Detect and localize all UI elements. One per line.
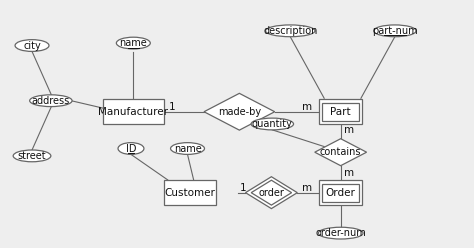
Ellipse shape	[265, 25, 315, 37]
Text: 1: 1	[169, 102, 175, 112]
Ellipse shape	[118, 143, 144, 155]
Text: street: street	[18, 151, 46, 161]
Text: m: m	[344, 168, 354, 178]
Text: ID: ID	[126, 144, 136, 154]
Ellipse shape	[251, 118, 293, 130]
Ellipse shape	[13, 150, 51, 162]
Polygon shape	[204, 93, 275, 130]
Text: m: m	[301, 183, 312, 193]
Text: order: order	[258, 188, 284, 198]
Ellipse shape	[374, 25, 416, 37]
Bar	[319, 180, 362, 205]
Text: order-num: order-num	[315, 228, 366, 238]
Bar	[322, 184, 359, 202]
Polygon shape	[246, 177, 297, 209]
Text: Order: Order	[326, 188, 356, 198]
Ellipse shape	[171, 143, 204, 155]
Text: 1: 1	[240, 183, 246, 193]
Bar	[319, 99, 362, 124]
Text: Manufacturer: Manufacturer	[98, 107, 168, 117]
Polygon shape	[315, 139, 366, 166]
Polygon shape	[251, 180, 292, 205]
Text: address: address	[32, 96, 70, 106]
Text: contains: contains	[320, 147, 361, 157]
Ellipse shape	[117, 37, 150, 49]
Text: m: m	[301, 102, 312, 112]
Text: part-num: part-num	[372, 26, 418, 36]
Ellipse shape	[30, 95, 72, 107]
Text: city: city	[23, 40, 41, 51]
Text: name: name	[173, 144, 201, 154]
Text: name: name	[119, 38, 147, 48]
Ellipse shape	[318, 227, 363, 239]
Text: Customer: Customer	[164, 188, 215, 198]
Bar	[164, 180, 216, 205]
Ellipse shape	[15, 40, 49, 51]
Text: quantity: quantity	[252, 119, 293, 129]
Bar	[103, 99, 164, 124]
Text: m: m	[344, 125, 354, 135]
Text: description: description	[263, 26, 318, 36]
Text: made-by: made-by	[218, 107, 261, 117]
Bar	[322, 103, 359, 121]
Text: Part: Part	[330, 107, 351, 117]
